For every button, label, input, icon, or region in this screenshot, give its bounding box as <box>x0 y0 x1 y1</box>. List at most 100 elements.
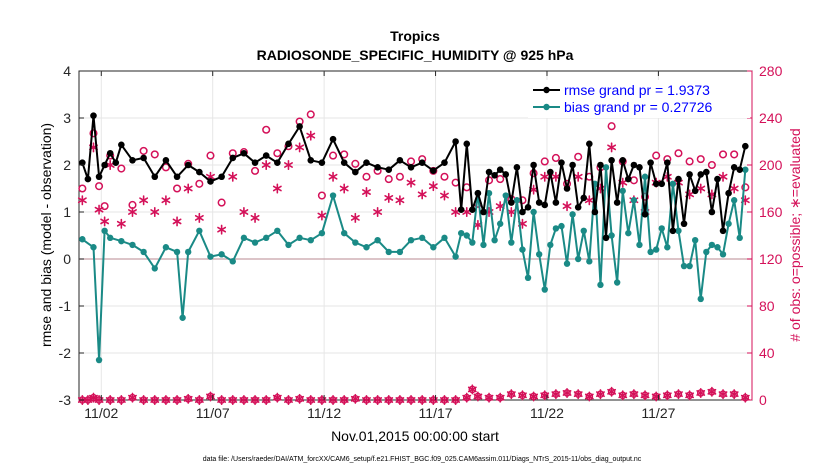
rmse-point <box>519 208 526 216</box>
x-tick-label: 11/07 <box>196 405 230 421</box>
obs-possible-marker <box>707 160 716 170</box>
bias-point <box>441 234 448 242</box>
rmse-point <box>118 141 125 149</box>
obs-low-evaluated-marker <box>740 392 750 403</box>
bias-point <box>262 234 270 242</box>
rmse-point <box>352 168 359 176</box>
obs-evaluated-marker <box>77 195 87 206</box>
bias-point <box>469 239 476 246</box>
bias-point <box>664 244 671 251</box>
obs-possible-marker <box>696 155 705 164</box>
bias-point <box>563 260 571 267</box>
obs-evaluated-marker <box>395 195 405 206</box>
rmse-point <box>218 173 225 181</box>
rmse-point <box>703 168 710 176</box>
bias-point <box>680 262 688 270</box>
bias-point <box>140 248 147 256</box>
bias-point <box>129 241 136 249</box>
y-right-tick-label: 0 <box>759 392 767 408</box>
obs-possible-marker <box>273 149 282 158</box>
rmse-point <box>558 159 565 166</box>
bias-point <box>508 239 515 246</box>
rmse-point <box>262 152 270 159</box>
bias-point <box>669 180 677 187</box>
obs-possible-marker <box>574 152 583 161</box>
rmse-point <box>547 168 554 176</box>
legend-rmse-label: rmse grand pr = 1.9373 <box>564 82 710 98</box>
x-axis-label: Nov.01,2015 00:00:00 start <box>331 428 499 444</box>
rmse-point <box>363 159 370 166</box>
rmse-point <box>736 166 744 173</box>
obs-evaluated-marker <box>607 142 617 153</box>
rmse-point <box>535 199 543 206</box>
obs-evaluated-marker <box>350 212 360 223</box>
bias-point <box>630 197 638 204</box>
obs-possible-marker <box>384 175 393 184</box>
rmse-point <box>569 161 576 169</box>
rmse-point <box>658 180 666 188</box>
rmse-point <box>79 159 86 166</box>
bias-point <box>162 244 170 251</box>
y-right-tick-label: 200 <box>759 157 783 173</box>
rmse-point <box>586 140 593 148</box>
bias-point <box>485 190 493 197</box>
obs-evaluated-marker <box>328 171 338 182</box>
rmse-point <box>452 138 459 145</box>
obs-low-evaluated-marker <box>183 393 193 404</box>
y-left-tick-label: 0 <box>63 251 71 267</box>
obs-low-evaluated-marker <box>662 390 672 401</box>
bias-point <box>714 244 721 251</box>
rmse-point <box>129 157 136 164</box>
rmse-point <box>496 166 504 173</box>
bias-point <box>151 265 158 272</box>
obs-possible-marker <box>551 153 560 162</box>
obs-possible-marker <box>217 198 226 207</box>
bias-point <box>106 234 114 242</box>
rmse-point <box>725 189 732 197</box>
bias-point <box>296 234 303 242</box>
bias-point <box>463 232 470 239</box>
y-left-tick-label: 3 <box>63 110 71 126</box>
y-axis-left-label: rmse and bias (model - observation) <box>38 123 54 347</box>
obs-possible-marker <box>718 150 728 159</box>
rmse-point <box>669 227 677 235</box>
y-left-tick-label: 4 <box>63 63 71 79</box>
obs-possible-marker <box>328 151 338 160</box>
rmse-point <box>602 234 610 242</box>
obs-possible-marker <box>206 151 215 160</box>
obs-evaluated-marker <box>172 216 182 227</box>
obs-low-evaluated-marker <box>139 394 149 406</box>
legend-bias-marker <box>543 103 550 111</box>
bias-point <box>173 248 181 256</box>
bias-point <box>519 246 526 253</box>
obs-low-evaluated-marker <box>473 391 483 402</box>
obs-low-evaluated-marker <box>629 389 639 400</box>
obs-evaluated-marker <box>94 204 104 215</box>
obs-low-evaluated-marker <box>161 394 171 406</box>
obs-evaluated-marker <box>551 171 561 182</box>
obs-evaluated-marker <box>261 160 271 170</box>
obs-low-evaluated-marker <box>128 392 137 403</box>
bias-point <box>597 281 604 289</box>
obs-low-evaluated-marker <box>116 394 126 406</box>
obs-possible-marker <box>674 149 683 158</box>
obs-possible-marker <box>351 159 360 168</box>
rmse-point <box>625 175 632 183</box>
obs-low-evaluated-marker <box>562 387 572 398</box>
bias-point <box>647 248 654 256</box>
obs-low-evaluated-marker <box>250 394 260 406</box>
obs-low-evaluated-marker <box>417 394 427 406</box>
rmse-point <box>407 164 415 171</box>
rmse-point <box>491 172 498 179</box>
bias-point <box>385 248 392 256</box>
obs-possible-marker <box>440 172 449 181</box>
rmse-point <box>340 159 348 166</box>
obs-possible-marker <box>741 183 750 192</box>
rmse-point <box>184 161 192 169</box>
rmse-point <box>463 140 471 148</box>
bias-point <box>218 251 225 258</box>
obs-low-evaluated-marker <box>618 390 628 401</box>
bias-point <box>541 286 548 293</box>
rmse-point <box>541 201 549 209</box>
obs-evaluated-marker <box>339 183 349 194</box>
